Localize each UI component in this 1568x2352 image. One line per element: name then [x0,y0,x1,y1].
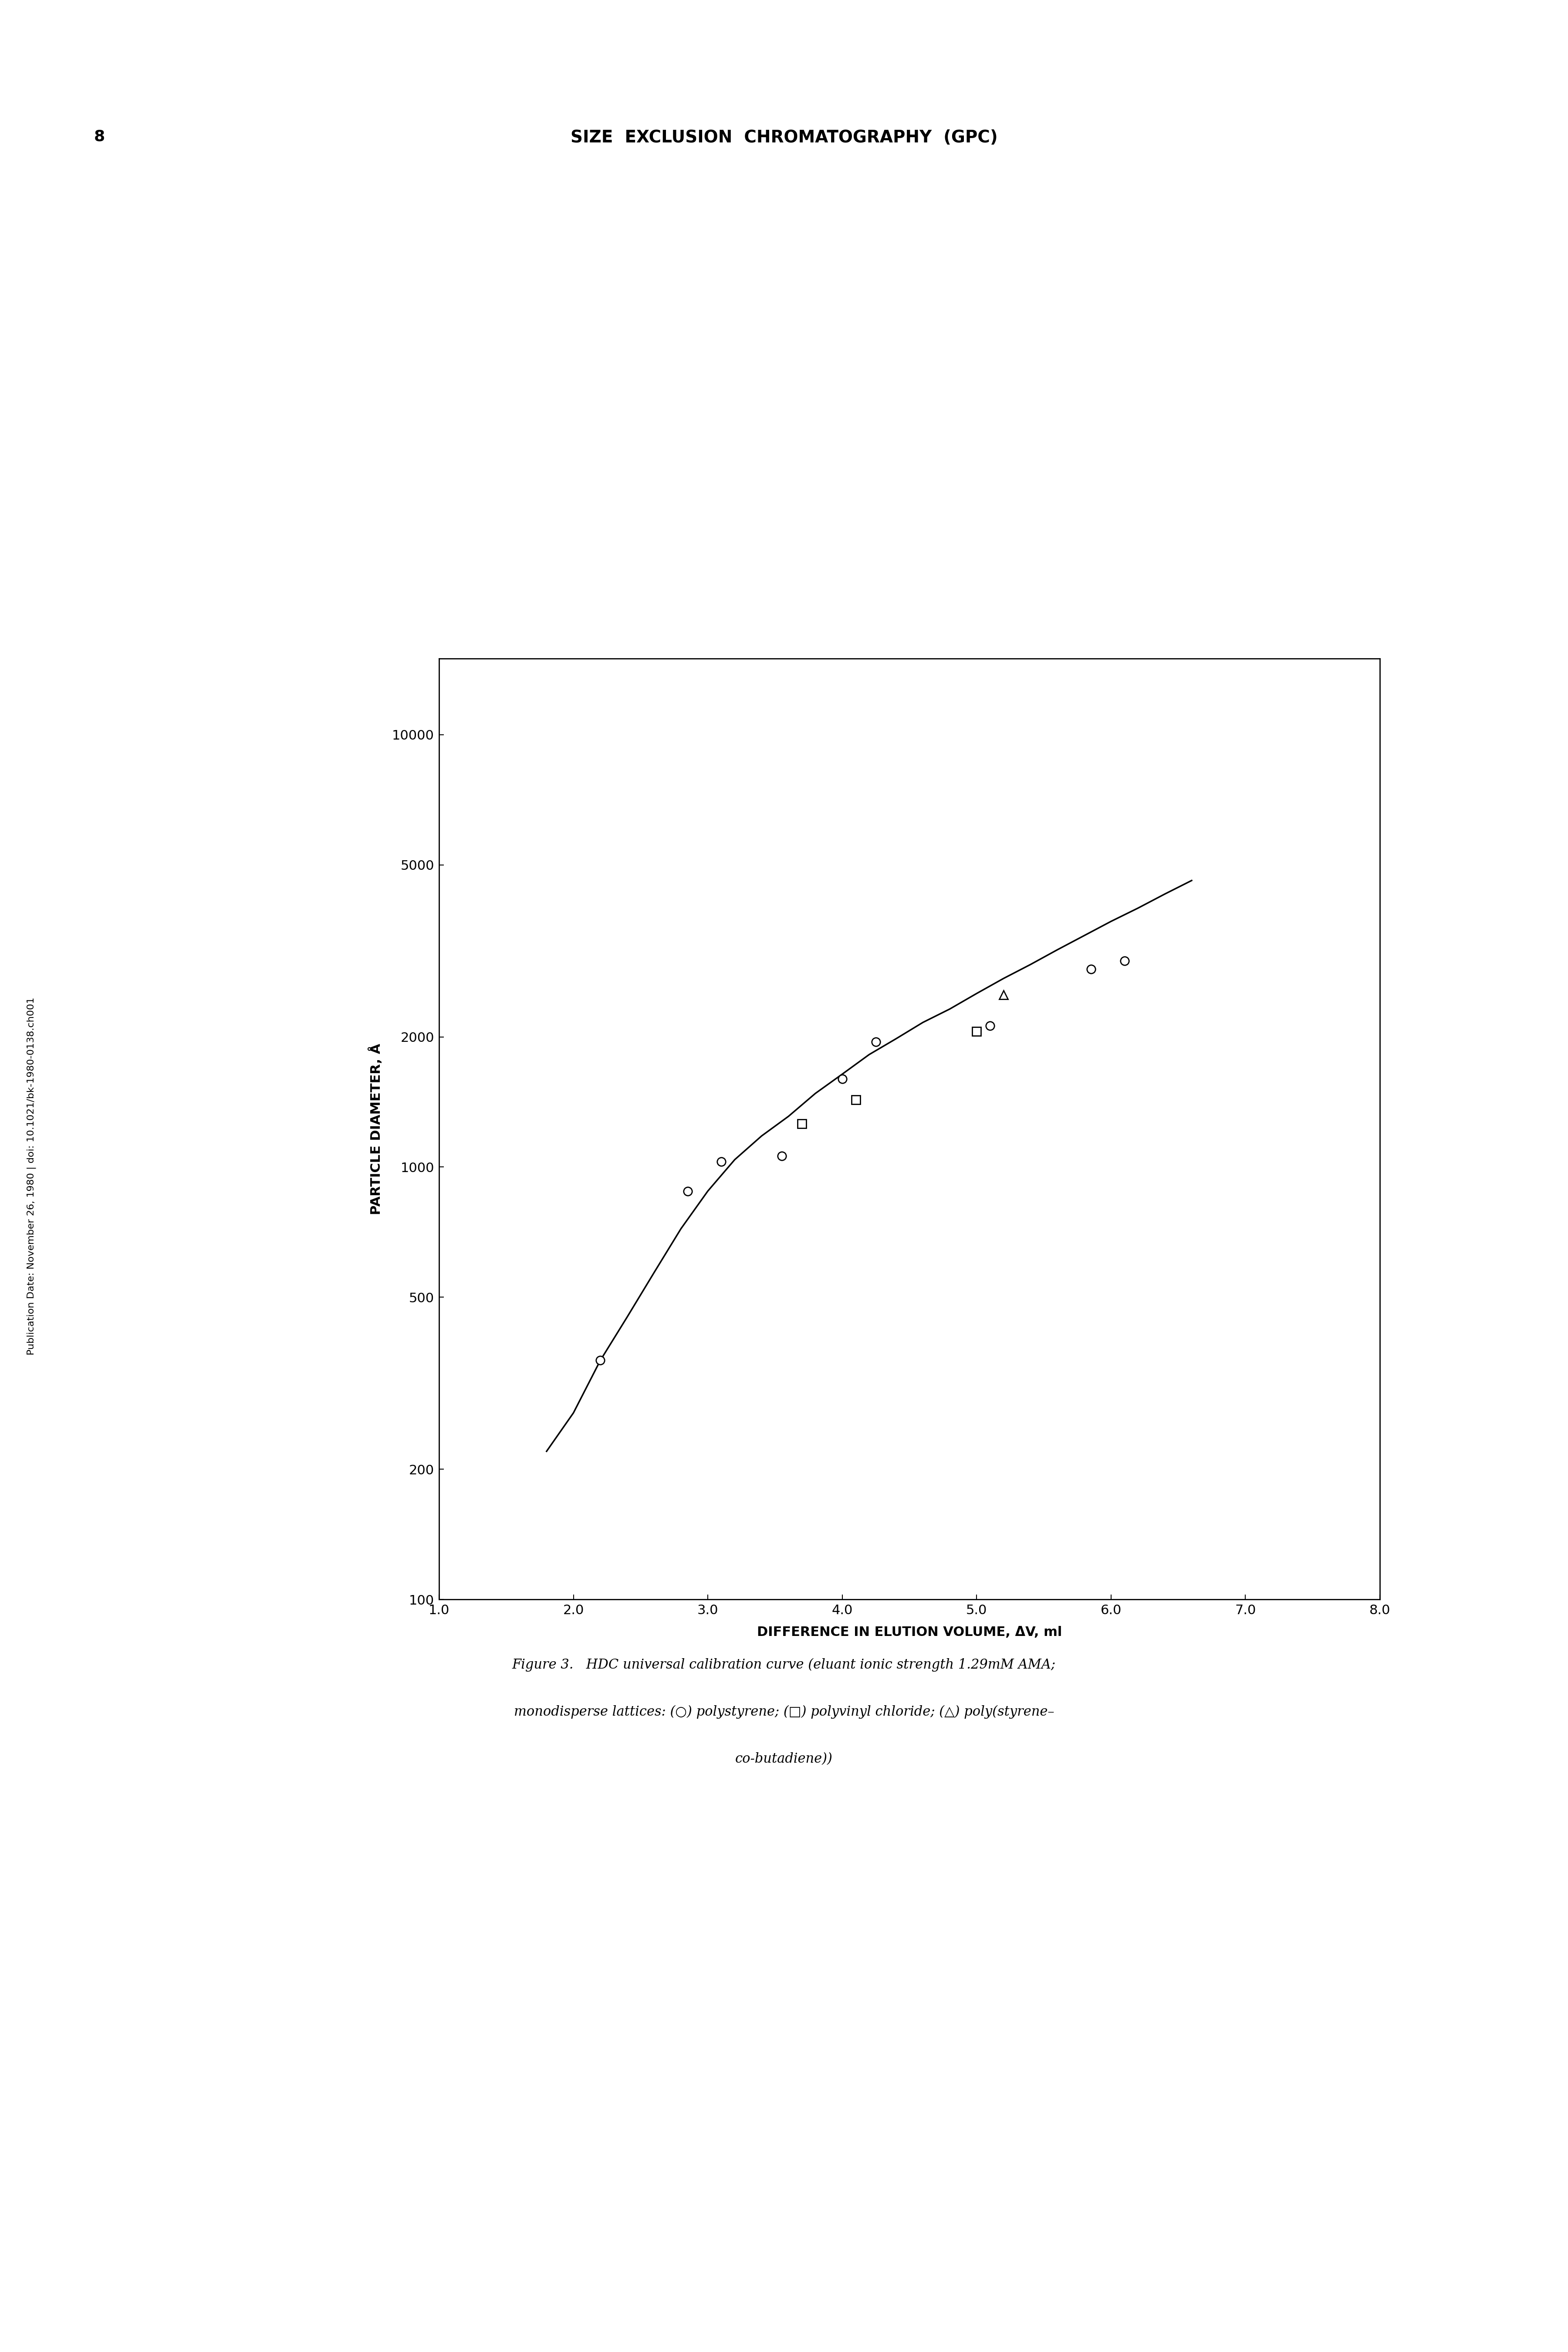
Text: Publication Date: November 26, 1980 | doi: 10.1021/bk-1980-0138.ch001: Publication Date: November 26, 1980 | do… [27,997,36,1355]
Text: SIZE  EXCLUSION  CHROMATOGRAPHY  (GPC): SIZE EXCLUSION CHROMATOGRAPHY (GPC) [571,129,997,146]
Y-axis label: PARTICLE DIAMETER, Å: PARTICLE DIAMETER, Å [368,1044,383,1214]
Text: co-butadiene)): co-butadiene)) [735,1752,833,1766]
Text: monodisperse lattices: (○) polystyrene; (□) polyvinyl chloride; (△) poly(styrene: monodisperse lattices: (○) polystyrene; … [514,1705,1054,1719]
X-axis label: DIFFERENCE IN ELUTION VOLUME, ΔV, ml: DIFFERENCE IN ELUTION VOLUME, ΔV, ml [757,1625,1062,1639]
Text: Figure 3.   HDC universal calibration curve (eluant ionic strength 1.29mM AMA;: Figure 3. HDC universal calibration curv… [513,1658,1055,1672]
Text: 8: 8 [94,129,105,143]
